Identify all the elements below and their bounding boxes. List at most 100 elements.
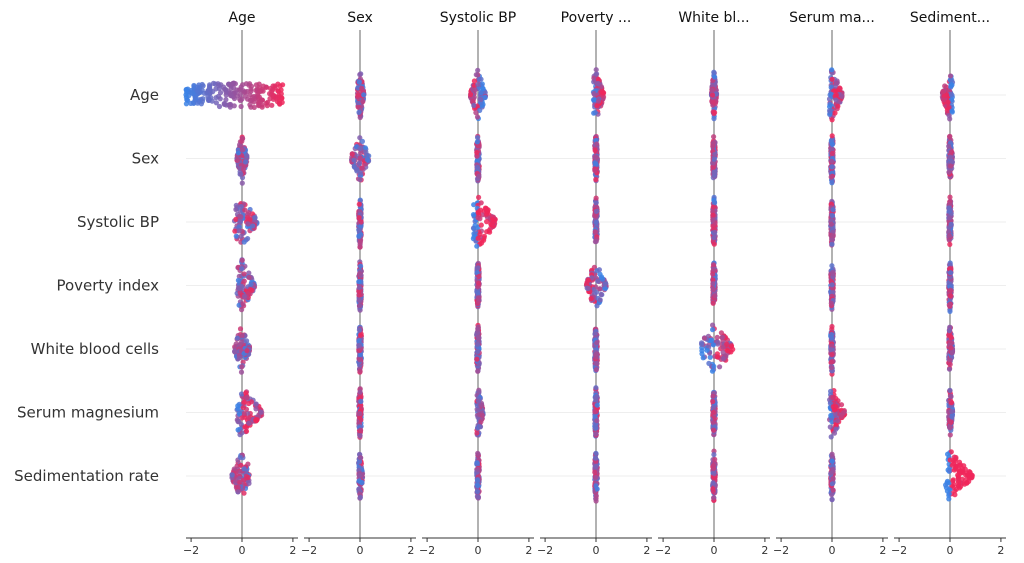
shap-point [475,398,482,404]
shap-point [593,161,599,167]
column-title: Serum ma... [789,10,875,26]
shap-point [828,221,835,227]
shap-point [949,408,955,414]
shap-point [482,94,488,101]
shap-point [947,262,953,268]
shap-point [239,415,245,421]
x-tick-label: 0 [711,544,718,557]
shap-point [217,90,224,96]
shap-point [237,86,243,92]
shap-point [244,348,250,354]
shap-point [269,102,275,108]
shap-point [588,296,594,302]
shap-point [356,487,362,493]
shap-point [242,207,248,213]
shap-point [830,233,836,239]
shap-point [701,335,708,341]
shap-point [475,326,481,332]
shap-point [710,140,717,146]
x-tick-label: 2 [879,544,886,557]
shap-point [593,200,599,206]
shap-point [829,164,835,170]
shap-point [700,355,706,361]
shap-point [363,149,369,155]
shap-point [593,397,599,403]
shap-point [234,157,241,163]
shap-point [356,327,362,333]
shap-point [829,335,835,341]
shap-point [356,201,362,207]
shap-point [699,341,705,347]
shap-point [595,278,601,284]
shap-point [594,303,600,309]
shap-point [183,87,189,93]
shap-point [714,354,720,360]
x-tick-label: 0 [239,544,246,557]
shap-point [830,271,836,277]
shap-point [242,424,248,430]
x-tick-label: −2 [537,544,553,557]
shap-point [241,278,247,284]
shap-point [357,494,363,500]
shap-point [711,241,717,247]
shap-point [710,398,716,405]
shap-point [471,234,477,240]
shap-point [592,109,598,116]
shap-point [236,273,242,279]
shap-point [967,473,973,479]
shap-point [475,295,481,301]
shap-point [594,154,600,160]
shap-point [829,67,835,73]
shap-point [592,213,598,219]
shap-point [946,328,953,334]
row-label: Poverty index [56,277,159,295]
shap-point [711,169,717,175]
shap-point [245,96,251,102]
shap-point [951,481,957,488]
shap-point [241,490,247,496]
shap-point [240,405,246,411]
x-tick-label: 2 [643,544,650,557]
shap-point [829,212,835,219]
shap-point [475,407,481,413]
shap-point [948,345,954,351]
shap-point [712,109,718,116]
shap-point [593,493,599,499]
shap-point [946,113,952,119]
shap-point [357,433,363,439]
shap-point [471,78,477,84]
column-title: Age [228,10,255,26]
shap-point [243,390,249,396]
shap-point [593,176,599,183]
shap-point [475,290,481,296]
shap-point [941,97,947,103]
shap-point [478,207,484,213]
shap-point [246,420,252,426]
shap-point [484,219,490,225]
shap-point [710,420,716,426]
shap-point [233,233,239,239]
shap-point [357,455,363,461]
shap-point [833,426,839,432]
shap-point [357,197,363,203]
shap-point [236,411,243,417]
shap-point [948,149,955,155]
shap-point [710,262,717,268]
shap-point [477,107,483,113]
shap-point [478,89,484,96]
shap-point [195,84,201,90]
shap-point [250,223,256,229]
shap-point [829,458,835,464]
shap-point [831,430,838,436]
shap-point [946,143,952,149]
shap-point [592,409,598,415]
shap-point [710,462,716,468]
shap-point [236,224,242,230]
shap-point [357,135,363,141]
column-title: Poverty ... [561,10,632,26]
shap-point [357,72,363,78]
shap-point [946,468,952,474]
shap-point [356,215,362,221]
shap-point [594,351,600,357]
